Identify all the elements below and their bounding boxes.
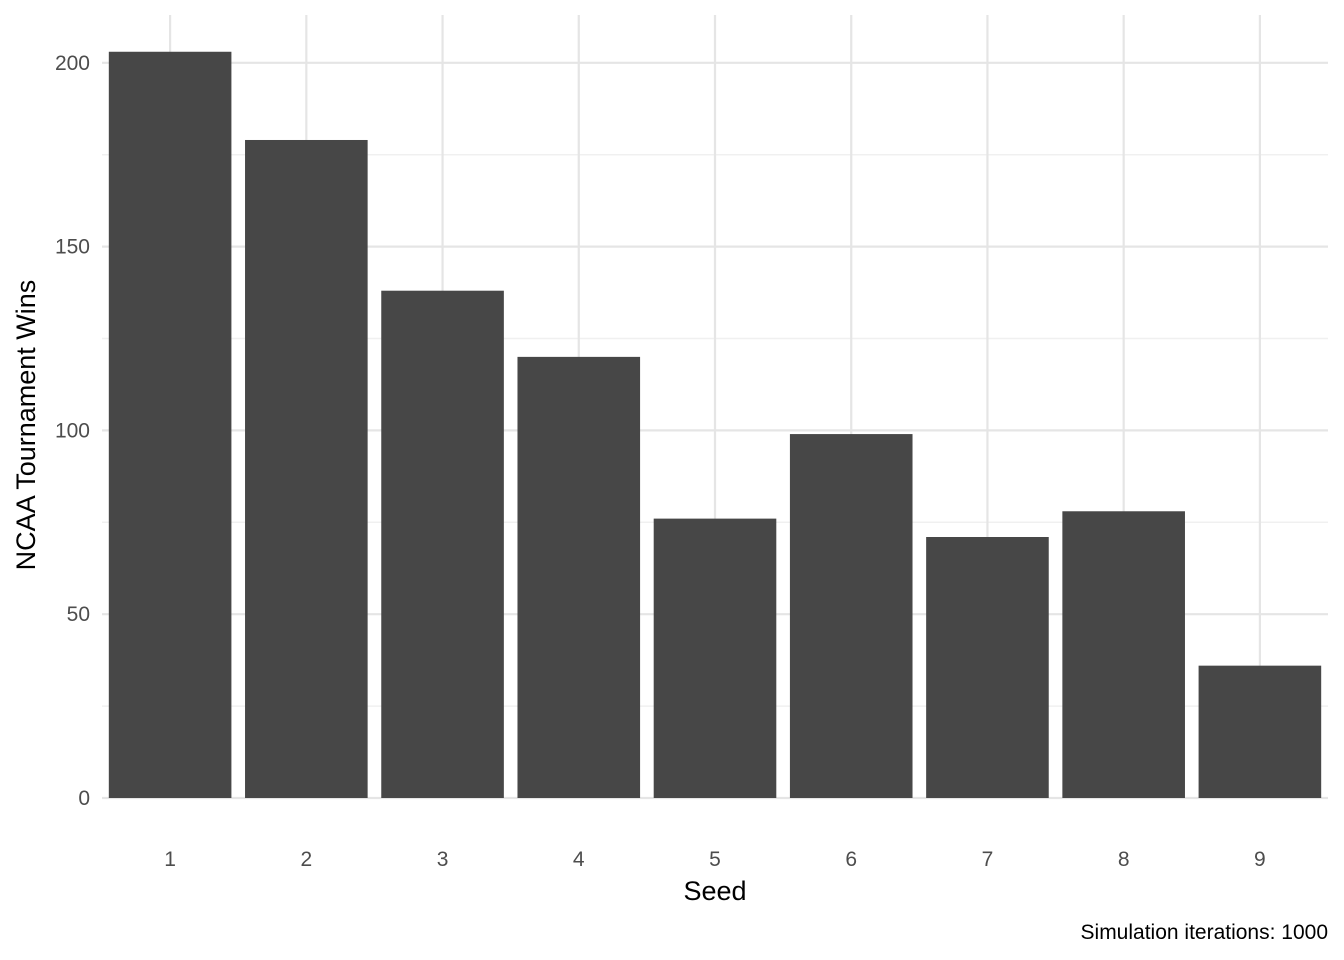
y-axis-title: NCAA Tournament Wins [11,280,41,571]
x-tick-label: 2 [300,848,312,871]
x-tick-label: 7 [982,848,994,871]
bar-seed-3 [381,290,504,798]
bar-seed-6 [789,434,913,798]
x-axis-ticks: 1 2 3 4 5 6 7 8 9 [164,848,1265,871]
x-tick-label: 5 [709,848,721,871]
bar-seed-7 [926,537,1049,798]
y-tick-label: 200 [55,52,90,75]
bar-seed-4 [517,356,641,798]
bar-seed-5 [653,518,777,798]
y-tick-label: 0 [78,787,90,810]
x-tick-label: 6 [845,848,857,871]
y-tick-label: 50 [67,603,90,626]
x-axis-title: Seed [683,876,746,906]
x-tick-label: 4 [573,848,585,871]
x-tick-label: 3 [437,848,449,871]
x-tick-label: 9 [1254,848,1266,871]
bar-seed-2 [245,139,368,799]
bar-seed-1 [108,51,232,799]
chart-caption: Simulation iterations: 1000 [1081,921,1328,944]
bar-seed-9 [1198,665,1322,798]
y-tick-label: 150 [55,236,90,259]
bar-seed-8 [1062,511,1185,798]
y-tick-label: 100 [55,419,90,442]
bars [108,51,1322,799]
x-tick-label: 1 [164,848,176,871]
y-axis-ticks: 0 50 100 150 200 [55,52,90,810]
x-tick-label: 8 [1118,848,1130,871]
